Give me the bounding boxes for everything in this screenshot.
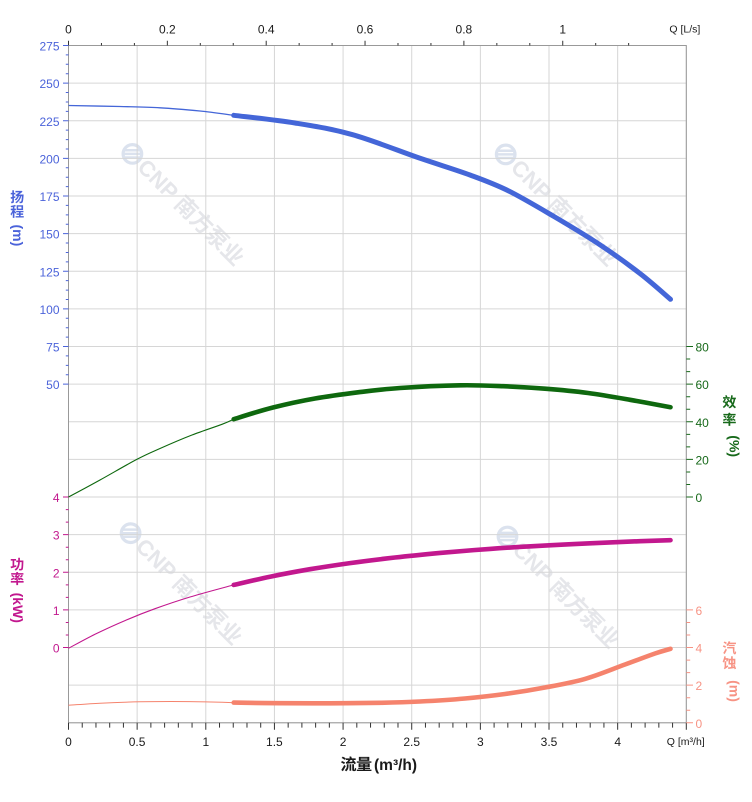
svg-text:(m): (m) — [726, 680, 742, 702]
svg-text:275: 275 — [39, 40, 59, 54]
svg-text:1: 1 — [202, 735, 209, 749]
svg-text:4: 4 — [614, 735, 621, 749]
svg-text:40: 40 — [696, 416, 710, 430]
svg-text:(m): (m) — [10, 225, 26, 247]
svg-text:3: 3 — [477, 735, 484, 749]
svg-text:(%): (%) — [726, 435, 742, 457]
svg-text:0: 0 — [65, 23, 72, 37]
svg-text:80: 80 — [696, 341, 710, 355]
svg-text:(m³/h): (m³/h) — [374, 757, 417, 774]
svg-text:0.8: 0.8 — [456, 23, 473, 37]
svg-text:0.2: 0.2 — [159, 23, 176, 37]
svg-text:3: 3 — [53, 529, 60, 543]
svg-text:2: 2 — [53, 566, 60, 580]
svg-text:0: 0 — [53, 642, 60, 656]
svg-text:0: 0 — [696, 717, 703, 731]
svg-text:0.6: 0.6 — [357, 23, 374, 37]
svg-text:100: 100 — [39, 303, 59, 317]
svg-text:175: 175 — [39, 190, 59, 204]
svg-text:4: 4 — [53, 491, 60, 505]
svg-text:2: 2 — [340, 735, 347, 749]
svg-text:0: 0 — [696, 491, 703, 505]
svg-text:200: 200 — [39, 152, 59, 166]
svg-text:225: 225 — [39, 115, 59, 129]
svg-text:75: 75 — [46, 341, 60, 355]
svg-text:125: 125 — [39, 265, 59, 279]
svg-text:Q [L/s]: Q [L/s] — [669, 23, 700, 35]
svg-text:50: 50 — [46, 378, 60, 392]
svg-text:2.5: 2.5 — [403, 735, 420, 749]
svg-text:4: 4 — [696, 642, 703, 656]
svg-text:3.5: 3.5 — [541, 735, 558, 749]
svg-text:1: 1 — [559, 23, 566, 37]
svg-text:20: 20 — [696, 453, 710, 467]
svg-text:1: 1 — [53, 604, 60, 618]
svg-text:1.5: 1.5 — [266, 735, 283, 749]
svg-text:60: 60 — [696, 378, 710, 392]
svg-text:2: 2 — [696, 679, 703, 693]
svg-text:150: 150 — [39, 228, 59, 242]
svg-text:6: 6 — [696, 604, 703, 618]
svg-text:0.4: 0.4 — [258, 23, 275, 37]
svg-text:0: 0 — [65, 735, 72, 749]
svg-text:Q [m³/h]: Q [m³/h] — [667, 736, 705, 748]
svg-text:250: 250 — [39, 77, 59, 91]
svg-text:(kW): (kW) — [10, 593, 26, 623]
svg-text:0.5: 0.5 — [129, 735, 146, 749]
